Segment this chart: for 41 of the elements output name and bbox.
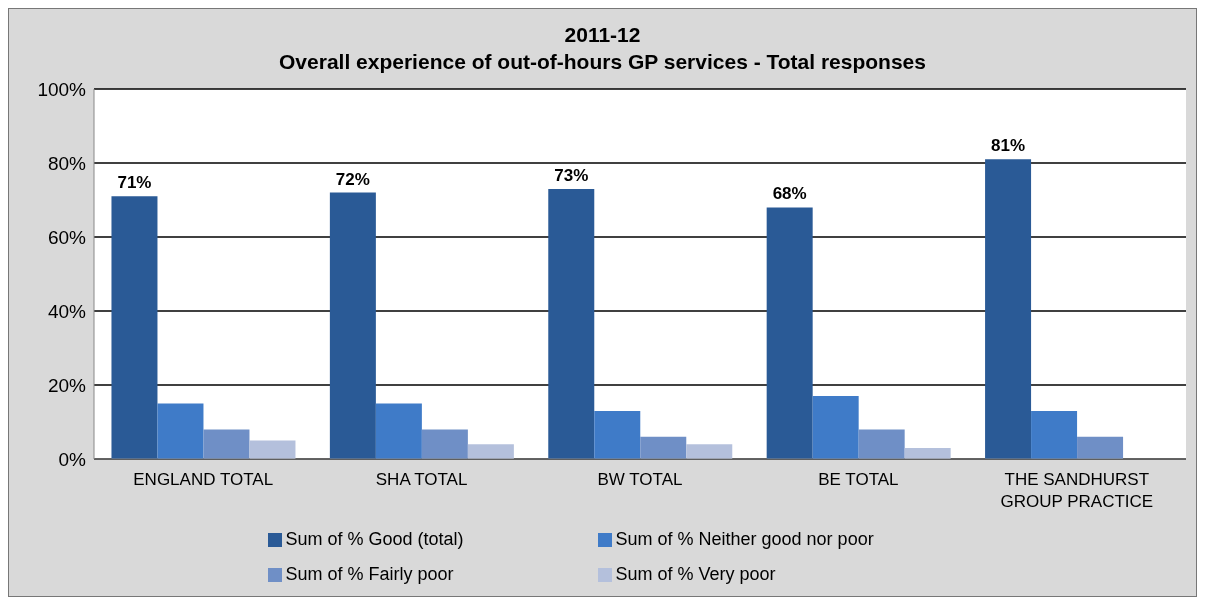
chart-title: 2011-12 [563,22,642,48]
bar [421,429,468,459]
legend-label: Sum of % Good (total) [285,529,464,550]
bar [1077,436,1124,459]
bar [375,403,422,459]
y-tick-label: 100% [37,78,87,100]
bar [249,440,296,459]
bar [904,447,951,459]
y-tick-label: 40% [47,300,87,322]
y-tick-label: 20% [47,374,87,396]
legend-label: Sum of % Neither good nor poor [615,529,874,550]
y-tick-label: 0% [58,448,87,470]
bar [203,429,250,459]
bar [548,188,595,459]
y-tick-label: 80% [47,152,87,174]
bar [594,410,641,459]
bar [640,436,687,459]
data-label: 72% [335,169,370,189]
bar [467,444,514,459]
bar [686,444,733,459]
bar [157,403,204,459]
data-label: 71% [117,173,152,193]
x-tick-label: BW TOTAL [597,470,683,489]
bar [985,159,1032,459]
x-tick-label: BE TOTAL [818,470,899,489]
bar [766,207,813,459]
bar [812,396,859,459]
x-tick-label: SHA TOTAL [375,470,468,489]
legend-label: Sum of % Fairly poor [285,564,454,585]
bar [1031,410,1078,459]
x-tick-label: THE SANDHURST GROUP PRACTICE [1000,470,1154,511]
bar [111,196,158,459]
x-tick-label: ENGLAND TOTAL [133,470,274,489]
bar [329,192,376,459]
y-tick-label: 60% [47,226,87,248]
bar [858,429,905,459]
data-label: 68% [772,184,807,204]
data-label: 81% [991,136,1026,156]
chart-subtitle: Overall experience of out-of-hours GP services - Total responses [278,49,927,75]
legend-label: Sum of % Very poor [615,564,776,585]
data-label: 73% [554,165,589,185]
